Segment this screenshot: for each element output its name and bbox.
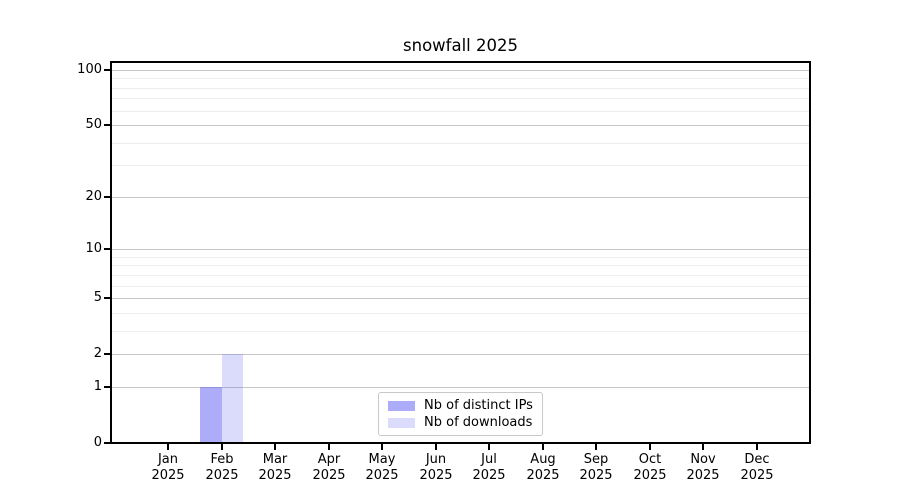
minor-gridline xyxy=(112,286,809,287)
legend-label-distinct-ips: Nb of distinct IPs xyxy=(424,398,533,413)
x-tick xyxy=(488,444,490,450)
y-tick xyxy=(104,386,112,388)
legend: Nb of distinct IPs Nb of downloads xyxy=(378,392,543,436)
x-tick-label: Jun 2025 xyxy=(419,452,453,483)
major-gridline xyxy=(112,197,809,198)
x-tick-label: Dec 2025 xyxy=(740,452,774,483)
x-tick xyxy=(702,444,704,450)
major-gridline xyxy=(112,387,809,388)
x-tick xyxy=(595,444,597,450)
y-tick-label: 20 xyxy=(85,189,102,204)
minor-gridline xyxy=(112,111,809,112)
x-tick xyxy=(221,444,223,450)
x-tick-label: Apr 2025 xyxy=(312,452,346,483)
legend-item-downloads: Nb of downloads xyxy=(388,414,533,431)
y-tick-label: 1 xyxy=(93,379,102,394)
minor-gridline xyxy=(112,165,809,166)
chart-title: snowfall 2025 xyxy=(403,36,518,55)
legend-label-downloads: Nb of downloads xyxy=(424,415,533,430)
y-tick xyxy=(104,353,112,355)
x-tick xyxy=(274,444,276,450)
y-tick-label: 0 xyxy=(93,435,102,450)
minor-gridline xyxy=(112,331,809,332)
x-tick xyxy=(649,444,651,450)
x-tick xyxy=(167,444,169,450)
minor-gridline xyxy=(112,98,809,99)
y-tick xyxy=(104,442,112,444)
x-tick xyxy=(381,444,383,450)
major-gridline xyxy=(112,249,809,250)
y-tick xyxy=(104,69,112,71)
x-tick-label: Aug 2025 xyxy=(526,452,560,483)
y-tick-label: 2 xyxy=(93,346,102,361)
legend-swatch-downloads xyxy=(388,417,415,428)
major-gridline xyxy=(112,298,809,299)
x-tick-label: Jan 2025 xyxy=(151,452,185,483)
y-tick xyxy=(104,248,112,250)
y-tick-label: 50 xyxy=(85,117,102,132)
y-tick-label: 100 xyxy=(77,62,102,77)
x-tick xyxy=(542,444,544,450)
major-gridline xyxy=(112,70,809,71)
major-gridline xyxy=(112,354,809,355)
y-tick xyxy=(104,124,112,126)
minor-gridline xyxy=(112,265,809,266)
x-tick-label: Sep 2025 xyxy=(579,452,613,483)
legend-swatch-distinct-ips xyxy=(388,400,415,411)
minor-gridline xyxy=(112,313,809,314)
bar-nb-of-downloads xyxy=(221,354,243,442)
minor-gridline xyxy=(112,257,809,258)
minor-gridline xyxy=(112,88,809,89)
x-tick-label: Feb 2025 xyxy=(205,452,239,483)
x-tick xyxy=(328,444,330,450)
x-tick-label: Oct 2025 xyxy=(633,452,667,483)
bar-nb-of-distinct-ips xyxy=(200,386,222,442)
legend-item-distinct-ips: Nb of distinct IPs xyxy=(388,397,533,414)
y-tick xyxy=(104,196,112,198)
x-tick-label: Jul 2025 xyxy=(472,452,506,483)
x-tick xyxy=(756,444,758,450)
x-tick-label: May 2025 xyxy=(365,452,399,483)
plot-frame xyxy=(110,61,811,444)
y-tick xyxy=(104,297,112,299)
x-tick-label: Nov 2025 xyxy=(686,452,720,483)
major-gridline xyxy=(112,125,809,126)
minor-gridline xyxy=(112,143,809,144)
y-tick-label: 10 xyxy=(85,241,102,256)
y-tick-label: 5 xyxy=(93,290,102,305)
x-tick-label: Mar 2025 xyxy=(258,452,292,483)
x-tick xyxy=(435,444,437,450)
minor-gridline xyxy=(112,78,809,79)
minor-gridline xyxy=(112,275,809,276)
